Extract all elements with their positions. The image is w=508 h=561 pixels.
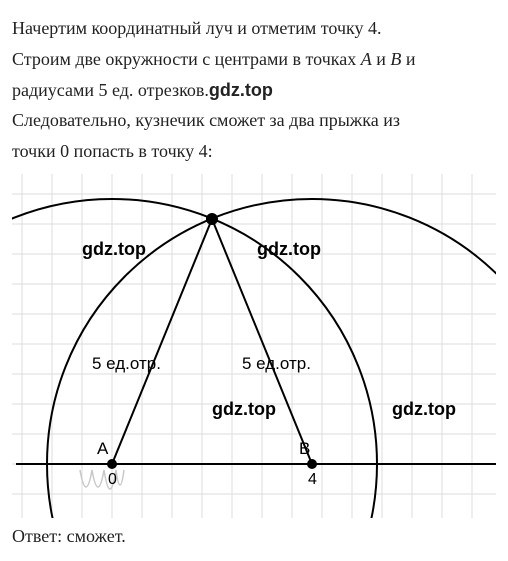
paragraph-line-5: точки 0 попасть в точку 4: [12, 137, 496, 166]
line2-mid: и [372, 49, 391, 69]
line3-pre: радиусами 5 ед. отрезков. [12, 80, 209, 100]
geometry-figure: A B 0 4 5 ед.отр. 5 ед.отр. [12, 174, 496, 518]
leg-label-right: 5 ед.отр. [242, 354, 311, 373]
point-top [206, 213, 218, 225]
figure-container: A B 0 4 5 ед.отр. 5 ед.отр. gdz.top gdz.… [12, 174, 496, 518]
figure-background [12, 174, 496, 518]
paragraph-line-4: Следовательно, кузнечик сможет за два пр… [12, 106, 496, 135]
label-A: A [97, 439, 109, 458]
point-B [307, 459, 317, 469]
line2-A: A [361, 49, 372, 69]
label-B: B [299, 439, 310, 458]
line2-B: B [390, 49, 401, 69]
paragraph-line-1: Начертим координатный луч и отметим точк… [12, 14, 496, 43]
leg-label-left: 5 ед.отр. [92, 354, 161, 373]
paragraph-line-2: Строим две окружности с центрами в точка… [12, 45, 496, 74]
point-A [107, 459, 117, 469]
tick-label-4: 4 [308, 471, 317, 488]
inline-watermark: gdz.top [209, 80, 273, 100]
paragraph-line-3: радиусами 5 ед. отрезков.gdz.top [12, 76, 496, 105]
line2-part1: Строим две окружности с центрами в точка… [12, 49, 361, 69]
line2-part2: и [401, 49, 415, 69]
tick-label-0: 0 [108, 471, 117, 488]
answer-line: Ответ: сможет. [12, 526, 496, 547]
